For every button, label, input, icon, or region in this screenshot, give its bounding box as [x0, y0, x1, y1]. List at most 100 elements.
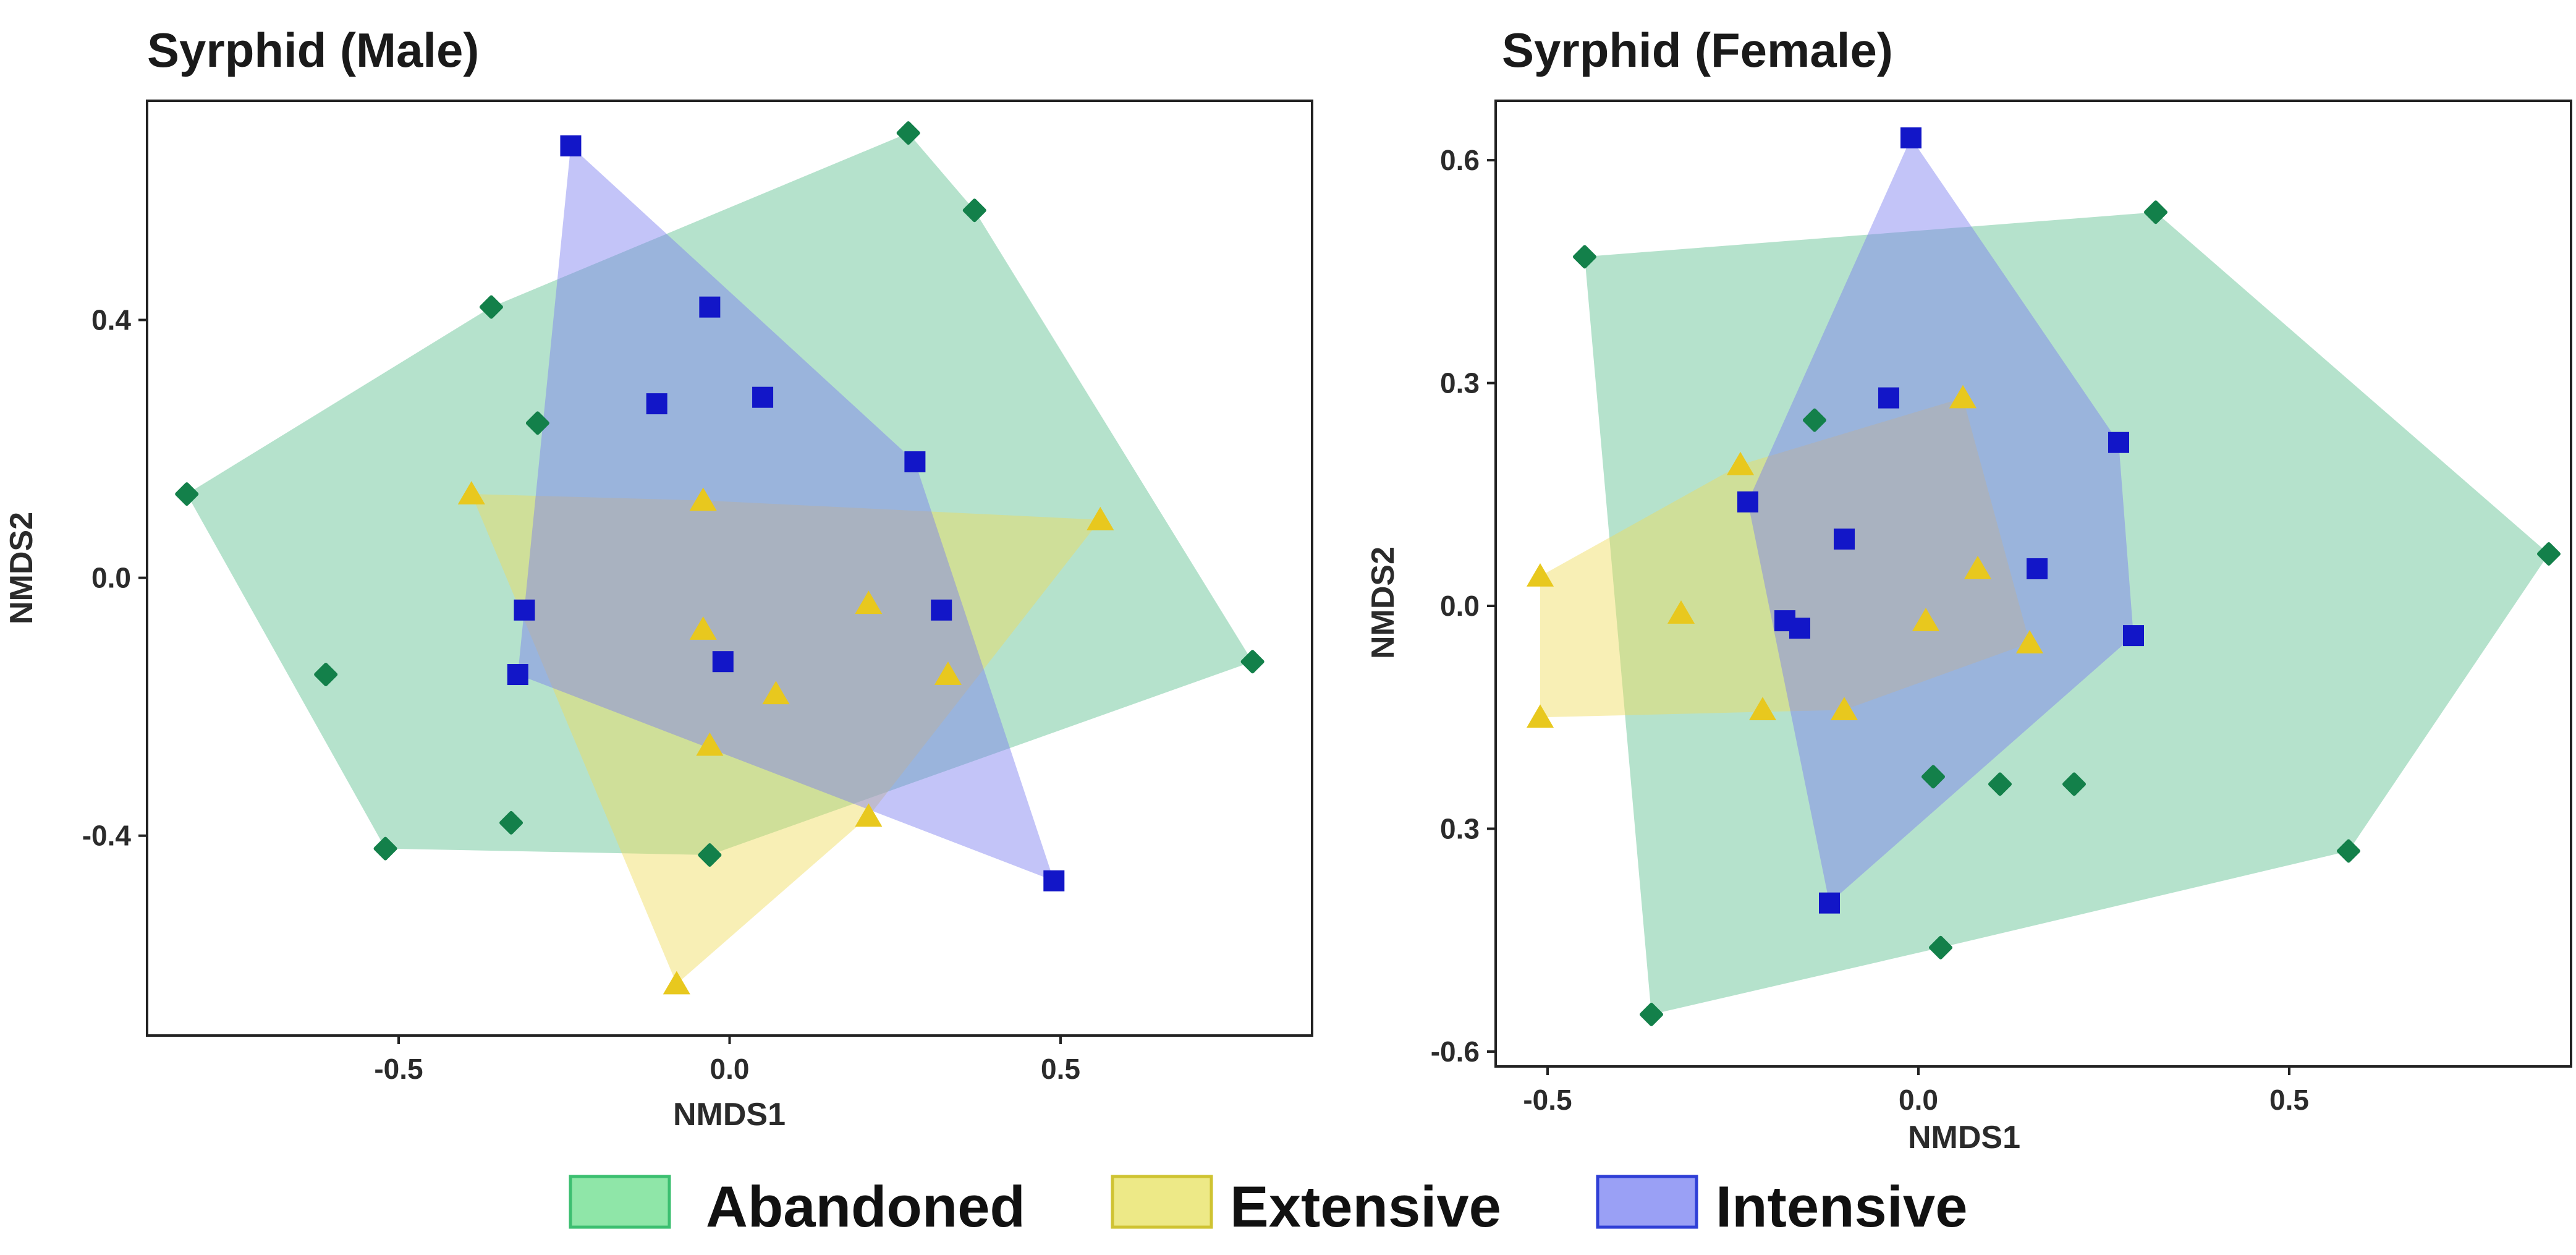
female-y-axis-label: NMDS2 — [1365, 547, 1401, 659]
male-point-intensive-5 — [904, 451, 926, 472]
female-point-extensive-10 — [1526, 704, 1554, 728]
male-point-intensive-2 — [699, 296, 721, 318]
male-panel: Syrphid (Male) -0.5 0.0 0.5 0.4 0.0 -0.4 NMD… — [4, 23, 1313, 1133]
male-point-intensive-1 — [560, 135, 582, 156]
legend: Abandoned Extensive Intensive — [569, 1174, 1968, 1239]
legend-swatch-intensive — [1596, 1175, 1698, 1229]
male-point-extensive-8 — [696, 732, 724, 756]
female-point-intensive-2 — [1878, 387, 1899, 409]
male-point-extensive-1 — [457, 481, 485, 504]
female-point-extensive-8 — [1748, 697, 1777, 721]
male-point-intensive-3 — [752, 386, 774, 408]
male-point-abandoned-4 — [525, 411, 549, 435]
male-point-intensive-7 — [931, 599, 952, 621]
female-y-tick-label: 0.0 — [1440, 590, 1480, 622]
legend-label-extensive: Extensive — [1230, 1174, 1501, 1239]
male-y-ticks: 0.4 0.0 -0.4 — [82, 304, 147, 852]
male-x-tick-label: 0.0 — [710, 1053, 750, 1085]
male-x-tick-label: -0.5 — [374, 1053, 423, 1085]
female-hull-extensive — [1540, 398, 2030, 718]
female-y-tick-label: 0.3 — [1440, 813, 1480, 845]
male-hull-layer — [187, 133, 1253, 984]
male-hull-abandoned — [187, 133, 1253, 856]
female-y-tick-label: 0.6 — [1440, 144, 1480, 176]
female-point-abandoned-1 — [1573, 245, 1596, 269]
male-point-intensive-4 — [646, 393, 667, 415]
female-point-abandoned-4 — [1803, 408, 1826, 432]
female-panel: Syrphid (Female) -0.5 0.0 0.5 0.6 0.3 0.0 0.3… — [1365, 23, 2572, 1155]
female-point-abandoned-3 — [2537, 542, 2561, 566]
female-y-ticks: 0.6 0.3 0.0 0.3 -0.6 — [1431, 144, 1496, 1068]
male-hull-intensive — [517, 146, 1054, 881]
female-point-intensive-5 — [1834, 528, 1855, 550]
female-point-intensive-6 — [2027, 558, 2048, 579]
legend-label-abandoned: Abandoned — [706, 1174, 1025, 1239]
male-point-extensive-5 — [689, 616, 717, 640]
male-x-tick-label: 0.5 — [1041, 1053, 1080, 1085]
male-point-abandoned-2 — [962, 198, 986, 223]
legend-label-intensive: Intensive — [1716, 1174, 1968, 1239]
female-point-extensive-7 — [2015, 630, 2044, 653]
female-point-abandoned-9 — [1929, 935, 1952, 959]
male-point-abandoned-3 — [479, 295, 503, 319]
female-point-abandoned-5 — [2337, 839, 2360, 863]
female-point-extensive-5 — [1964, 555, 1992, 579]
male-point-abandoned-1 — [896, 121, 920, 145]
male-y-tick-label: 0.4 — [91, 304, 131, 336]
female-x-tick-label: 0.5 — [2269, 1084, 2309, 1116]
female-point-intensive-8 — [1789, 618, 1810, 639]
female-y-tick-label: -0.6 — [1431, 1036, 1480, 1068]
female-x-tick-label: -0.5 — [1523, 1084, 1572, 1116]
male-point-abandoned-9 — [373, 836, 397, 861]
female-point-extensive-9 — [1830, 697, 1858, 721]
female-x-ticks: -0.5 0.0 0.5 — [1523, 1066, 2309, 1116]
female-point-abandoned-6 — [1921, 765, 1945, 789]
male-point-abandoned-10 — [698, 843, 722, 867]
female-point-intensive-1 — [1900, 127, 1921, 149]
female-point-extensive-3 — [1726, 451, 1755, 475]
female-point-abandoned-2 — [2144, 200, 2167, 224]
female-point-layer — [1526, 127, 2561, 1026]
male-point-intensive-6 — [514, 599, 535, 621]
male-point-abandoned-5 — [175, 482, 199, 506]
female-point-extensive-4 — [1667, 600, 1695, 624]
male-point-intensive-9 — [712, 651, 734, 673]
legend-swatch-abandoned — [569, 1175, 671, 1229]
male-point-extensive-7 — [762, 681, 790, 705]
female-point-abandoned-8 — [2062, 772, 2086, 796]
female-plot-frame — [1494, 100, 2572, 1068]
female-x-tick-label: 0.0 — [1899, 1084, 1938, 1116]
female-point-extensive-2 — [1949, 385, 1977, 409]
female-point-intensive-3 — [2108, 432, 2129, 453]
male-chart-title: Syrphid (Male) — [147, 23, 479, 77]
legend-swatch-extensive — [1111, 1175, 1213, 1229]
female-point-abandoned-7 — [1988, 772, 2012, 796]
female-point-intensive-9 — [2123, 625, 2144, 647]
female-x-axis-label: NMDS1 — [1908, 1120, 2020, 1155]
female-point-intensive-10 — [1819, 892, 1840, 914]
female-y-tick-label: 0.3 — [1440, 367, 1480, 399]
male-x-ticks: -0.5 0.0 0.5 — [374, 1036, 1080, 1085]
male-point-intensive-8 — [507, 664, 528, 686]
male-point-extensive-2 — [689, 487, 717, 511]
female-point-extensive-1 — [1526, 563, 1554, 587]
male-y-tick-label: -0.4 — [82, 820, 132, 852]
male-x-axis-label: NMDS1 — [673, 1097, 786, 1133]
male-point-abandoned-6 — [1240, 650, 1265, 674]
male-point-abandoned-8 — [499, 810, 523, 835]
female-hull-abandoned — [1585, 212, 2549, 1015]
male-point-extensive-9 — [855, 803, 883, 827]
male-point-layer — [175, 121, 1265, 995]
female-chart-title: Syrphid (Female) — [1502, 23, 1893, 77]
female-point-intensive-4 — [1737, 491, 1758, 513]
male-point-extensive-3 — [1087, 506, 1114, 530]
male-y-axis-label: NMDS2 — [4, 512, 40, 624]
female-point-abandoned-10 — [1640, 1002, 1663, 1026]
male-point-intensive-10 — [1043, 870, 1065, 891]
male-point-extensive-6 — [934, 662, 962, 685]
female-point-extensive-6 — [1912, 608, 1940, 631]
male-point-extensive-10 — [663, 971, 690, 995]
male-point-abandoned-7 — [314, 663, 338, 687]
male-y-tick-label: 0.0 — [91, 562, 131, 594]
